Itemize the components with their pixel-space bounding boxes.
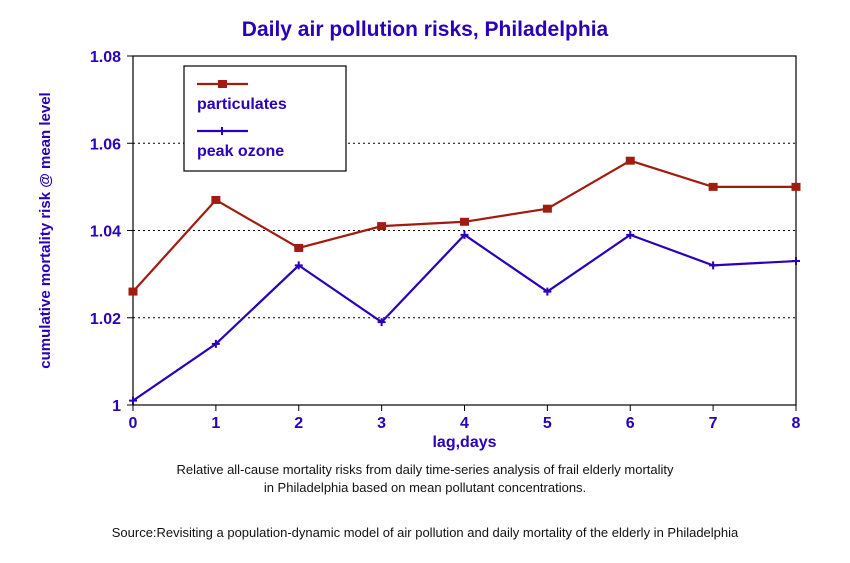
x-tick-label: 5 (543, 415, 552, 432)
x-tick-label: 6 (626, 415, 635, 432)
data-point (128, 287, 138, 296)
y-tick-label: 1.06 (90, 136, 121, 153)
data-point (792, 257, 800, 266)
plot-frame (132, 55, 797, 406)
series-line-0 (132, 159, 796, 293)
x-tick-label: 4 (460, 415, 469, 432)
data-point (129, 396, 137, 405)
data-point (377, 318, 386, 327)
data-point (460, 230, 469, 239)
x-tick-label: 2 (294, 415, 303, 432)
legend-box (183, 65, 347, 172)
x-tick-label: 8 (792, 415, 801, 432)
caption-line-2: in Philadelphia based on mean pollutant … (263, 480, 587, 495)
x-tick-label: 7 (709, 415, 718, 432)
y-tick-label: 1.02 (90, 311, 121, 328)
data-point (460, 217, 469, 226)
legend-marker (218, 80, 227, 88)
y-tick-label: 1 (112, 398, 121, 415)
x-tick-label: 1 (211, 415, 220, 432)
data-point (542, 204, 552, 213)
data-point (294, 261, 303, 270)
legend-label: peak ozone (197, 143, 284, 160)
y-tick-label: 1.04 (90, 224, 121, 241)
data-point (294, 243, 304, 252)
y-axis-label: cumulative mortality risk @ mean level (37, 92, 54, 368)
y-tick-label: 1.08 (90, 49, 121, 66)
data-point (211, 195, 221, 204)
source-caption: Source:Revisiting a population-dynamic m… (111, 525, 739, 540)
legend-label: particulates (197, 96, 287, 113)
data-point (211, 339, 220, 348)
x-tick-label: 0 (129, 415, 138, 432)
data-point (708, 182, 718, 191)
data-point (626, 230, 635, 239)
data-point (625, 156, 635, 165)
x-tick-label: 3 (377, 415, 386, 432)
data-point (377, 222, 387, 231)
data-point (791, 182, 801, 191)
data-point (709, 261, 718, 270)
caption-line-1: Relative all-cause mortality risks from … (176, 462, 674, 477)
x-axis-label: lag,days (432, 434, 496, 451)
chart-title: Daily air pollution risks, Philadelphia (241, 18, 609, 41)
data-point (543, 287, 552, 296)
line-chart: 11.021.041.061.080 1 2 3 4 5 6 7 8lag,dayscumula… (37, 49, 801, 451)
